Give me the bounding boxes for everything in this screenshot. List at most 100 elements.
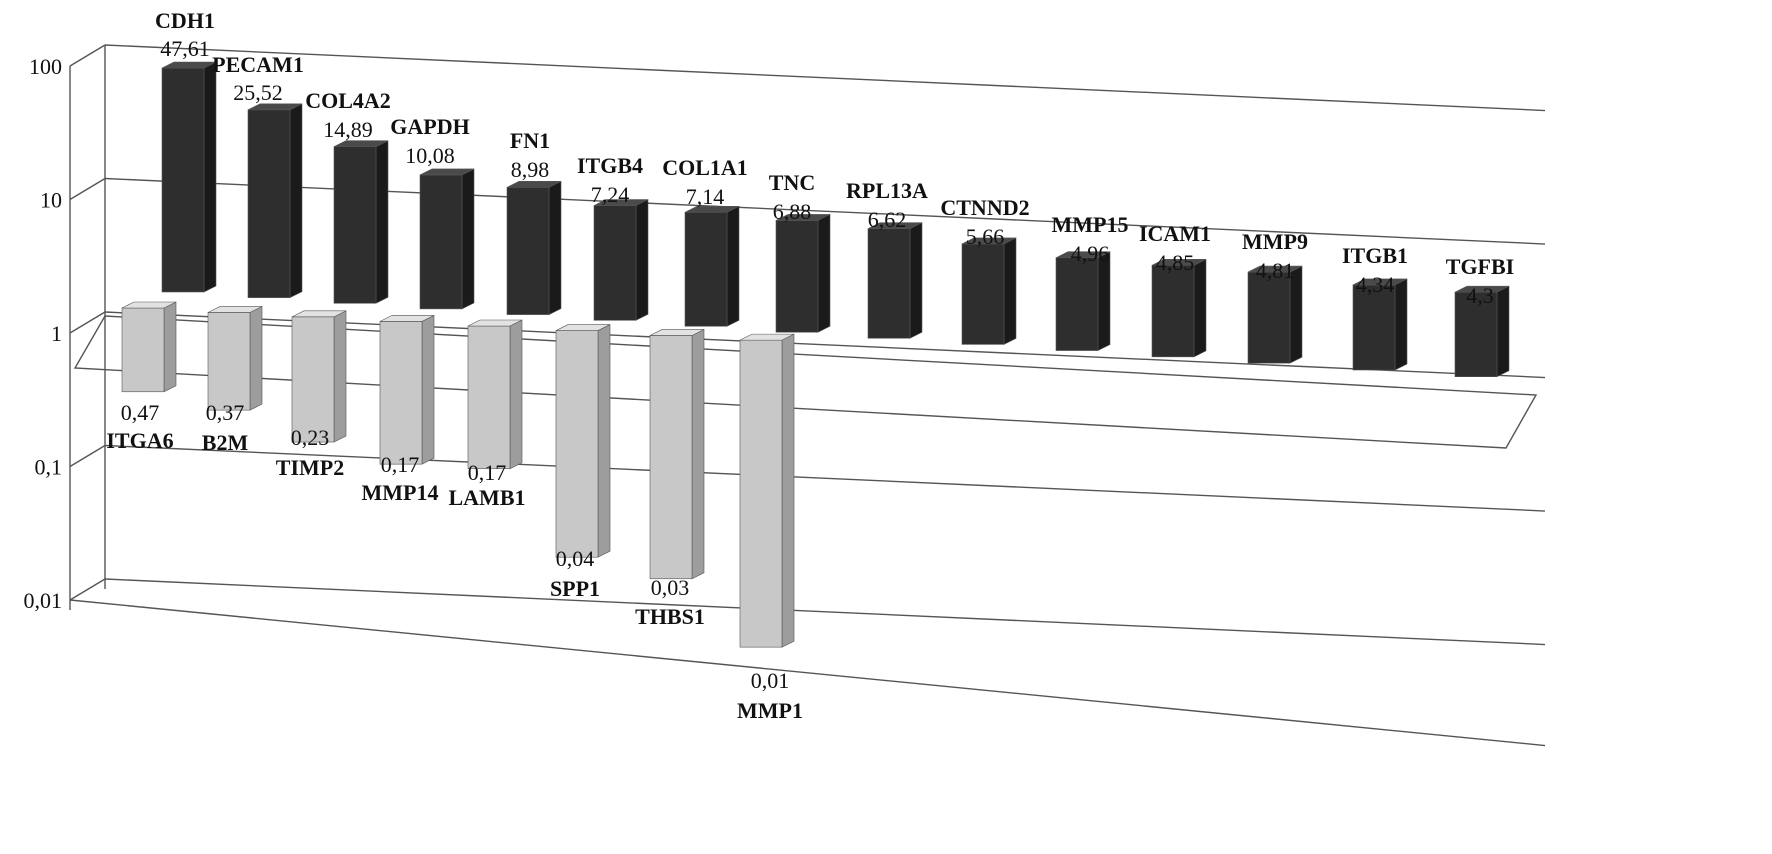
bar-side: [635, 199, 649, 321]
gridline-back: [104, 578, 1546, 646]
bar-down: [121, 301, 177, 393]
bar-cap: [161, 61, 217, 69]
bar-down-face: [649, 335, 693, 580]
bar-up-face: [506, 187, 550, 315]
bar-side: [509, 319, 523, 470]
bar-side: [548, 180, 562, 316]
bar-side: [249, 305, 263, 411]
gridline-back: [104, 44, 1546, 112]
bar-name-label: ITGB1: [1342, 243, 1408, 268]
bar-down: [207, 305, 263, 411]
bar-side: [461, 168, 475, 310]
bar-cap: [1454, 285, 1510, 293]
bar-cap: [684, 205, 740, 213]
bar-value-label: 0,47: [121, 400, 160, 425]
bar-up: [1454, 285, 1510, 378]
bar-value-label: 4,34: [1356, 272, 1395, 297]
bar-value-label: 14,89: [323, 117, 373, 142]
bar-side: [163, 301, 177, 393]
bar-value-label: 6,62: [868, 207, 907, 232]
bar-side: [1003, 237, 1017, 345]
bar-up: [1055, 251, 1111, 352]
bar-name-label: COL1A1: [662, 155, 748, 180]
bar-cap: [961, 237, 1017, 245]
bar-name-label: ICAM1: [1139, 221, 1211, 246]
bar-up-face: [333, 146, 377, 304]
bar-side: [203, 61, 217, 293]
bar-up: [1247, 265, 1303, 364]
bar-cap: [291, 310, 347, 318]
gridline-side: [69, 444, 106, 468]
bar-down-face: [739, 339, 783, 648]
bar-value-label: 0,23: [291, 425, 330, 450]
bar-value-label: 5,66: [966, 224, 1005, 249]
bar-down: [467, 319, 523, 470]
bar-side: [333, 310, 347, 443]
floor-front-edge: [69, 599, 1546, 747]
bar-cap: [775, 214, 831, 221]
bar-down-face: [291, 316, 335, 443]
bar-up-face: [1352, 284, 1396, 371]
bar-up: [161, 61, 217, 293]
bar-side: [289, 103, 303, 299]
bar-value-label: 4,81: [1256, 258, 1295, 283]
bar-down: [379, 314, 435, 465]
y-tick-label: 100: [29, 54, 62, 79]
bar-name-label: ITGA6: [106, 428, 173, 453]
y-tick-label: 10: [40, 188, 62, 213]
gridline-side: [69, 311, 106, 334]
bar-name-label: LAMB1: [449, 485, 526, 510]
bar-cap: [333, 140, 389, 147]
bar-name-label: PECAM1: [212, 52, 304, 77]
bar-side: [1193, 258, 1207, 358]
bar-up: [1352, 278, 1408, 371]
bar-side: [691, 328, 705, 580]
bar-up-face: [593, 205, 637, 321]
bar-name-label: TNC: [769, 170, 815, 195]
bar-name-label: CTNND2: [940, 195, 1029, 220]
bar-value-label: 0,17: [468, 460, 507, 485]
bar-cap: [1352, 278, 1408, 286]
y-tick-label: 0,1: [35, 455, 63, 480]
bar-name-label: GAPDH: [390, 114, 469, 139]
bar-up: [1151, 258, 1207, 358]
bar-up: [333, 140, 389, 304]
bar-down-face: [379, 321, 423, 465]
bar-name-label: TIMP2: [276, 455, 344, 480]
bar-up: [684, 205, 740, 327]
bar-name-label: RPL13A: [846, 178, 928, 203]
bar-down: [291, 310, 347, 443]
bar-down: [739, 333, 795, 648]
bar-side: [597, 324, 611, 558]
bar-cap: [506, 181, 562, 188]
bar-cap: [867, 222, 923, 229]
bar-up-face: [775, 220, 819, 333]
bar-name-label: MMP15: [1052, 212, 1129, 237]
bars-layer: [121, 61, 1510, 648]
bar-down: [555, 324, 611, 558]
bar-side: [1394, 278, 1408, 371]
bar-up: [867, 222, 923, 339]
bar-up-face: [867, 228, 911, 339]
bar-name-label: MMP14: [362, 480, 439, 505]
labels-layer: 100 10 1 0,1 0,01 ITGA6 0,47 CDH1 47,61 B2M 0,37 PE…: [24, 8, 1515, 723]
bar-cap: [1247, 265, 1303, 273]
bar-up-face: [419, 174, 463, 310]
bar-down-face: [207, 312, 251, 411]
bar-cap: [379, 315, 435, 322]
bar-cap: [247, 103, 303, 111]
bar-value-label: 25,52: [233, 80, 283, 105]
gridline-side: [69, 177, 106, 201]
bar-up-face: [1454, 291, 1498, 377]
bar-up: [961, 237, 1017, 345]
bar-side: [781, 333, 795, 648]
bar-value-label: 0,04: [556, 546, 595, 571]
bar-up: [593, 199, 649, 321]
floor-plane: [73, 315, 1538, 449]
bar-value-label: 7,14: [686, 184, 725, 209]
bar-value-label: 10,08: [405, 143, 455, 168]
bar-value-label: 6,88: [773, 199, 812, 224]
bar-cap: [207, 306, 263, 313]
bar-up-face: [961, 243, 1005, 345]
bar-side: [817, 213, 831, 333]
